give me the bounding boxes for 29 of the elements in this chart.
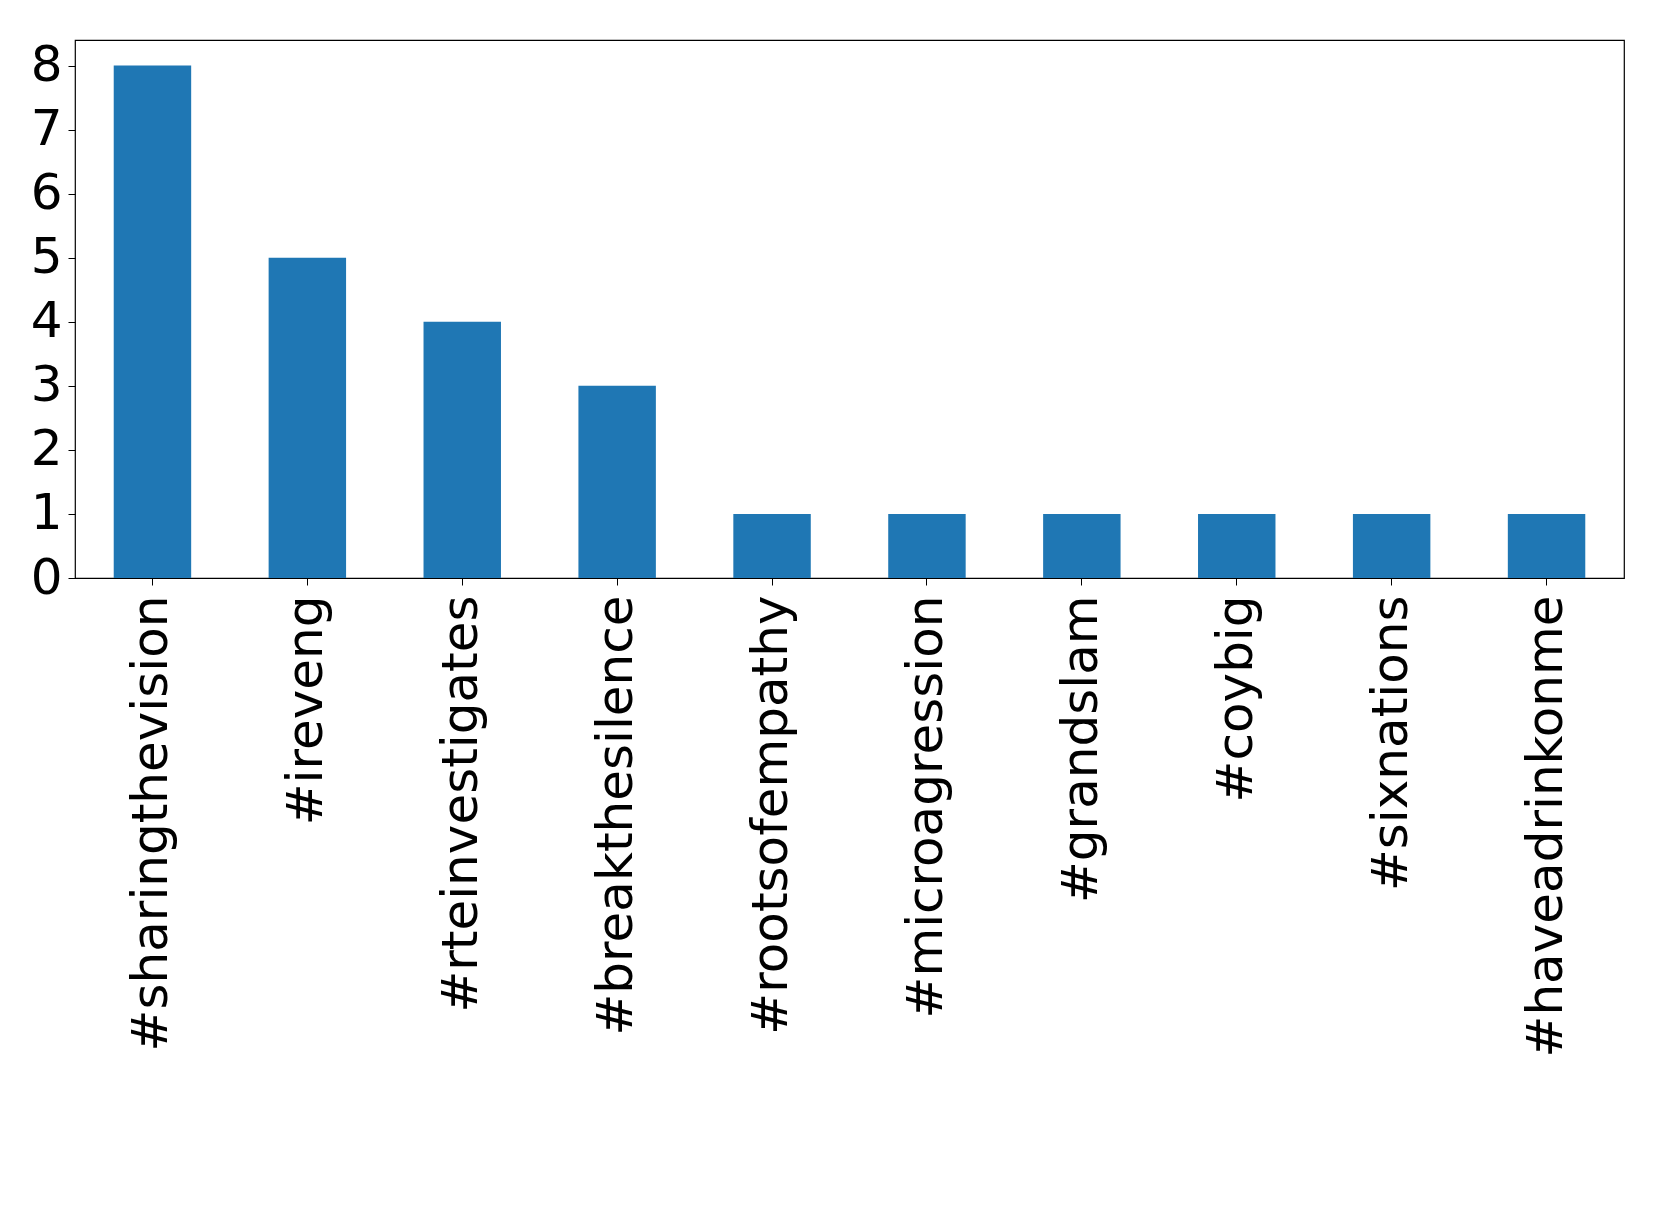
- y-tick-label: 3: [30, 355, 63, 414]
- x-tick-label: #haveadrinkonme: [1515, 595, 1574, 1058]
- bar: [578, 385, 656, 578]
- y-tick-label: 7: [30, 99, 63, 158]
- y-tick-label: 6: [30, 163, 63, 222]
- bar: [268, 257, 347, 578]
- y-tick-label: 2: [30, 419, 63, 478]
- y-tick-label: 1: [30, 483, 63, 542]
- y-tick-label: 4: [30, 291, 63, 350]
- x-tick-label: #ireveng: [276, 595, 335, 826]
- x-tick-label: #breakthesilence: [586, 595, 645, 1036]
- bar: [113, 65, 192, 578]
- bar: [733, 513, 811, 578]
- x-tick-label: #sharingthevision: [121, 595, 180, 1052]
- bar: [1507, 513, 1586, 578]
- bar: [1198, 513, 1276, 578]
- x-tick-label: #coybig: [1205, 595, 1264, 803]
- y-tick-label: 5: [30, 227, 63, 286]
- bar: [888, 513, 966, 578]
- x-tick-label: #rootsofempathy: [741, 595, 800, 1035]
- bar: [1043, 513, 1121, 578]
- x-tick-label: #microagression: [895, 595, 954, 1019]
- bar: [423, 321, 501, 578]
- bar: [1352, 513, 1431, 578]
- y-tick-label: 0: [30, 547, 63, 606]
- x-tick-label: #grandslam: [1050, 595, 1109, 904]
- y-tick-label: 8: [30, 35, 63, 94]
- x-tick-label: #rteinvestigates: [431, 595, 490, 1013]
- x-tick-label: #sixnations: [1360, 595, 1419, 892]
